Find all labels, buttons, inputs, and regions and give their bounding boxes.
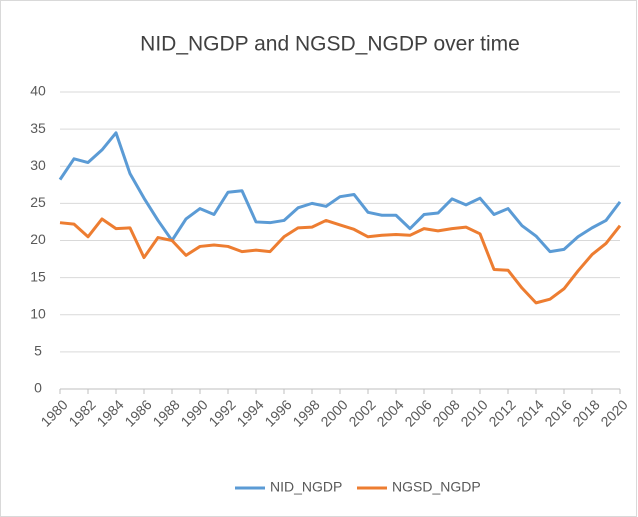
line-series bbox=[59, 217, 622, 305]
y-tick-label: 40 bbox=[30, 83, 46, 99]
legend-label: NID_NGDP bbox=[270, 479, 342, 495]
y-tick-label: 30 bbox=[30, 157, 46, 173]
legend-label: NGSD_NGDP bbox=[392, 479, 481, 495]
line-series bbox=[58, 131, 622, 254]
chart-title: NID_NGDP and NGSD_NGDP over time bbox=[140, 33, 520, 56]
y-tick-label: 35 bbox=[30, 120, 46, 136]
y-tick-label: 10 bbox=[30, 305, 46, 321]
y-tick-label: 20 bbox=[30, 231, 46, 247]
y-tick-label: 15 bbox=[30, 268, 46, 284]
y-tick-label: 25 bbox=[30, 194, 46, 210]
y-tick-label: 0 bbox=[34, 380, 42, 396]
y-tick-label: 5 bbox=[34, 343, 42, 359]
